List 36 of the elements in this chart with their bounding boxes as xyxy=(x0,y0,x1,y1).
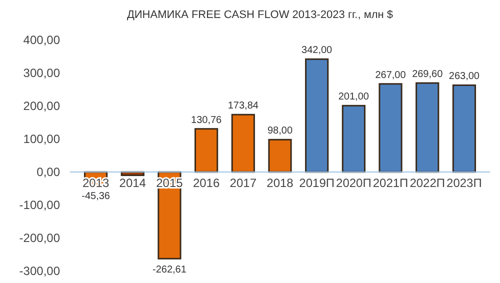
x-tick-label: 2020П xyxy=(336,176,372,190)
data-label: 342,00 xyxy=(302,45,333,56)
x-tick-label: 2014 xyxy=(119,176,146,190)
data-label: 269,60 xyxy=(412,69,444,80)
x-tick-label: 2022П xyxy=(410,176,446,190)
y-tick-label: 100,00 xyxy=(23,132,60,146)
data-label: 201,00 xyxy=(338,92,370,103)
data-label: 267,00 xyxy=(375,70,406,81)
y-tick-label: 400,00 xyxy=(23,33,60,48)
data-label: 98,00 xyxy=(267,126,293,137)
y-tick-label: -300,00 xyxy=(19,264,60,278)
bar xyxy=(194,128,218,173)
x-tick-label: 2016 xyxy=(192,176,220,190)
y-tick-label: 200,00 xyxy=(23,99,60,114)
data-label: 173,84 xyxy=(228,100,259,112)
data-label: -262,61 xyxy=(152,264,187,276)
bar xyxy=(378,83,402,173)
y-tick-label: 0,00 xyxy=(36,165,60,180)
x-tick-label: 2019П xyxy=(299,176,335,190)
y-tick-label: -100,00 xyxy=(19,198,60,212)
bar xyxy=(268,138,292,173)
data-label: 263,00 xyxy=(448,71,480,82)
data-label: -45,36 xyxy=(82,191,110,202)
bar xyxy=(342,104,366,173)
x-tick-label: 2023П xyxy=(446,176,482,190)
bar xyxy=(305,58,329,173)
data-label: 130,76 xyxy=(191,114,222,126)
y-tick-label: -200,00 xyxy=(19,231,60,246)
x-tick-label: 2017 xyxy=(230,176,257,190)
bar xyxy=(452,84,476,173)
x-tick-label: 2021П xyxy=(372,176,408,190)
x-tick-label: 2018 xyxy=(266,176,294,190)
bar xyxy=(231,114,255,173)
bar xyxy=(416,82,440,173)
y-tick-label: 300,00 xyxy=(23,66,60,80)
chart-title: ДИНАМИКА FREE CASH FLOW 2013-2023 гг., млн $ xyxy=(126,9,394,21)
